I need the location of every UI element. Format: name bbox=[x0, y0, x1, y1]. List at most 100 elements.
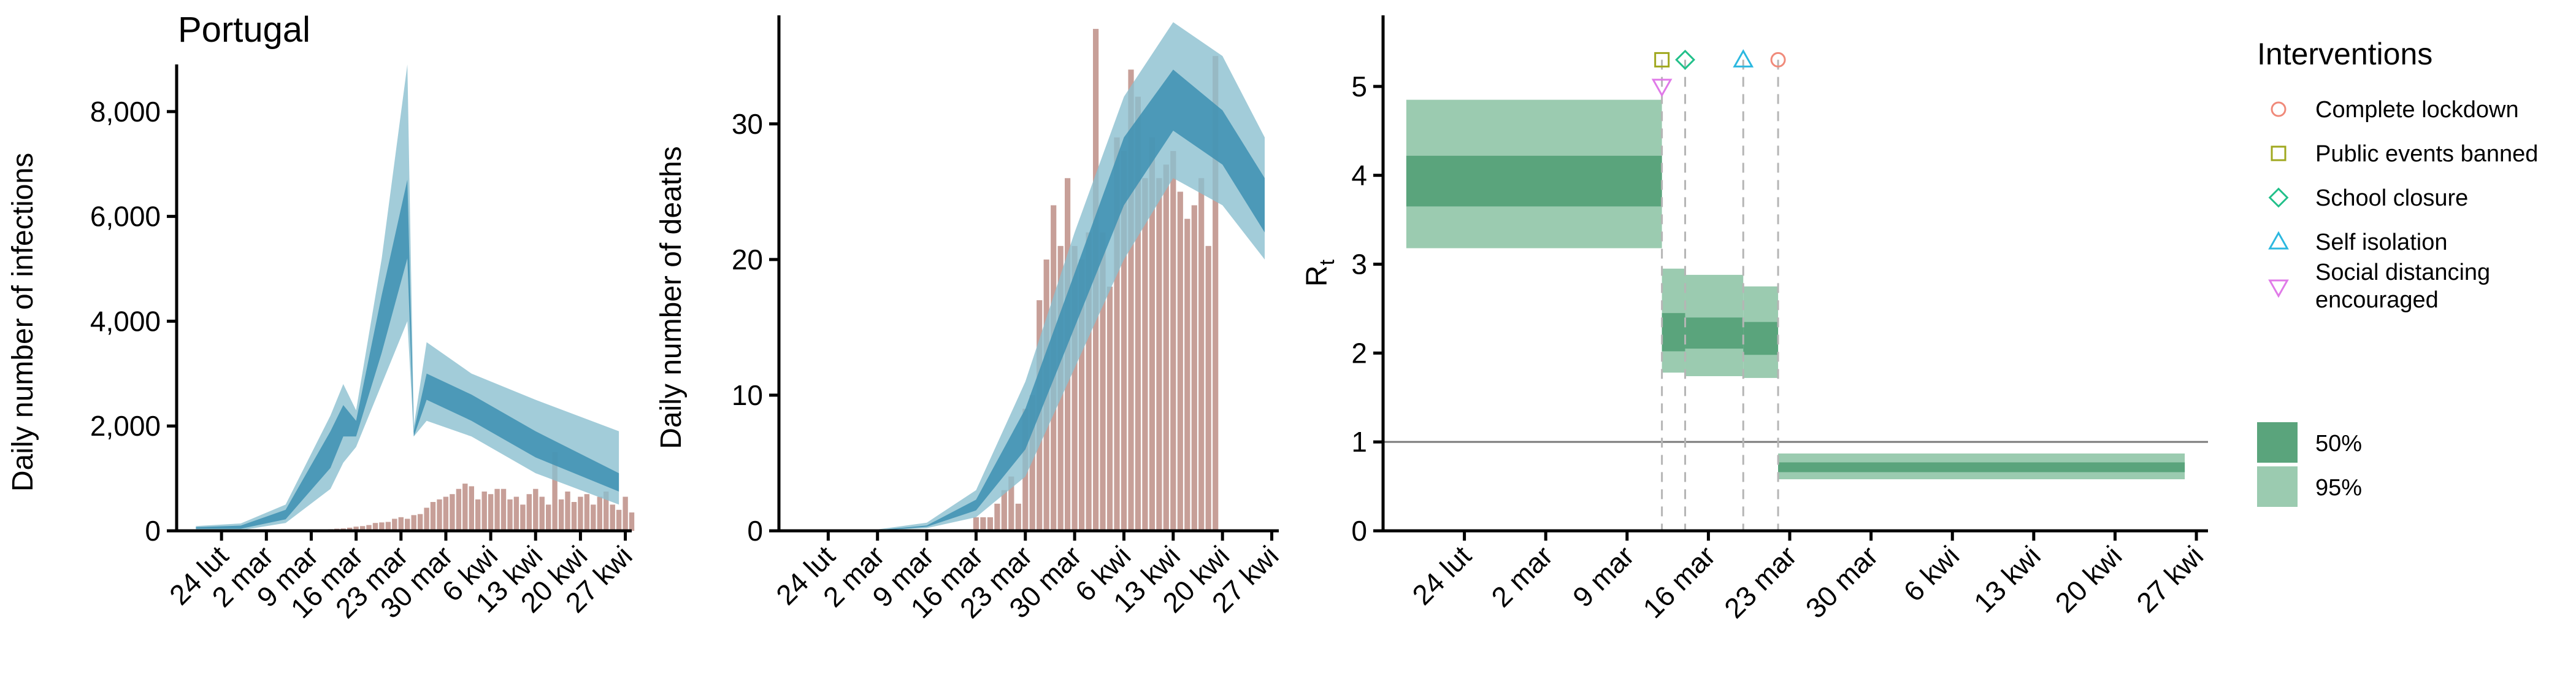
bar bbox=[526, 494, 532, 531]
legend-marker bbox=[2271, 101, 2287, 117]
x-tick-label: 23 mar bbox=[1718, 539, 1803, 624]
y-tick-label: 30 bbox=[732, 108, 763, 140]
legend-item-label: Complete lockdown bbox=[2315, 97, 2519, 123]
bar bbox=[430, 502, 436, 531]
bar bbox=[1191, 205, 1197, 531]
bar bbox=[1170, 151, 1176, 531]
y-tick-label: 6,000 bbox=[90, 201, 161, 233]
bar bbox=[469, 486, 474, 531]
y-axis-label: Daily number of infections bbox=[7, 153, 39, 492]
bar bbox=[385, 522, 391, 531]
bar bbox=[366, 525, 372, 531]
bar bbox=[353, 527, 359, 531]
bar bbox=[405, 519, 410, 531]
bar bbox=[372, 523, 378, 531]
bar bbox=[1213, 56, 1219, 531]
bar bbox=[1029, 395, 1035, 531]
bar bbox=[1205, 245, 1211, 531]
bar bbox=[616, 509, 622, 531]
bar bbox=[1128, 69, 1134, 531]
legend-swatch bbox=[2257, 466, 2298, 507]
bar bbox=[1177, 191, 1183, 531]
bar bbox=[1079, 259, 1085, 531]
bar bbox=[1198, 178, 1205, 531]
x-tick-label: 13 kwi bbox=[1968, 539, 2047, 619]
bar bbox=[1149, 137, 1155, 531]
bar bbox=[462, 484, 468, 531]
bar bbox=[994, 503, 1000, 531]
bar bbox=[980, 517, 986, 531]
bar bbox=[417, 514, 423, 531]
panel-title: Portugal bbox=[178, 10, 310, 50]
rt-band-50 bbox=[1685, 317, 1744, 349]
legend-band-label: 50% bbox=[2315, 431, 2362, 457]
bar bbox=[494, 488, 500, 531]
bar bbox=[546, 504, 551, 531]
bar bbox=[578, 496, 583, 531]
y-tick-label: 2 bbox=[1351, 337, 1367, 369]
y-axis-label-subscript: t bbox=[1316, 259, 1339, 265]
bar bbox=[1015, 503, 1021, 531]
x-tick-label: 16 mar bbox=[1636, 539, 1721, 624]
y-tick-label: 8,000 bbox=[90, 96, 161, 128]
x-tick-label: 27 kwi bbox=[2130, 539, 2209, 619]
y-tick-label: 4,000 bbox=[90, 305, 161, 337]
y-tick-label: 1 bbox=[1351, 426, 1367, 458]
rt-band-50 bbox=[1662, 313, 1685, 352]
x-tick-label: 24 lut bbox=[1406, 539, 1477, 611]
bar bbox=[973, 517, 979, 531]
legend-band-label: 95% bbox=[2315, 475, 2362, 501]
bar bbox=[347, 527, 353, 531]
bar bbox=[1135, 96, 1141, 531]
legend-marker bbox=[2271, 145, 2287, 161]
y-tick-label: 10 bbox=[732, 379, 763, 411]
bar bbox=[987, 517, 993, 531]
bar bbox=[456, 488, 462, 531]
bar bbox=[488, 494, 494, 531]
intervention-marker bbox=[1675, 49, 1695, 70]
rt-band-50 bbox=[1778, 462, 2185, 473]
rt-band-50 bbox=[1406, 155, 1662, 207]
bar bbox=[539, 496, 545, 531]
bar bbox=[533, 488, 539, 531]
bar bbox=[1086, 232, 1092, 531]
bar bbox=[591, 504, 596, 531]
y-tick-label: 3 bbox=[1351, 249, 1367, 280]
bar bbox=[411, 515, 416, 531]
bar bbox=[1163, 164, 1169, 531]
bar bbox=[604, 492, 609, 531]
y-tick-label: 5 bbox=[1351, 71, 1367, 102]
x-tick-label: 20 kwi bbox=[2049, 539, 2128, 619]
legend-item-label: Public events banned bbox=[2315, 141, 2538, 167]
bar bbox=[1008, 476, 1014, 531]
bar bbox=[565, 492, 570, 531]
legend-item-label: School closure bbox=[2315, 185, 2468, 211]
intervention-marker bbox=[1654, 52, 1670, 68]
intervention-marker bbox=[1651, 79, 1673, 98]
bar bbox=[571, 502, 577, 531]
bar bbox=[1156, 178, 1162, 531]
bar bbox=[629, 512, 635, 531]
y-tick-label: 0 bbox=[1351, 515, 1367, 547]
band-50 bbox=[842, 69, 1265, 531]
y-tick-label: 2,000 bbox=[90, 410, 161, 442]
interventions-legend: Interventions Complete lockdown Public eve… bbox=[2257, 37, 2538, 507]
bar bbox=[392, 519, 397, 531]
x-tick-label: 6 kwi bbox=[1897, 539, 1965, 608]
y-tick-label: 20 bbox=[732, 244, 763, 276]
bar bbox=[1114, 137, 1120, 531]
y-axis-label: Rt bbox=[1301, 259, 1339, 287]
y-tick-label: 0 bbox=[747, 515, 763, 547]
legend-swatch bbox=[2257, 422, 2298, 463]
intervention-marker bbox=[1770, 52, 1786, 68]
bar bbox=[1184, 218, 1190, 531]
x-tick-label: 2 mar bbox=[1485, 539, 1558, 613]
x-tick-label: 30 mar bbox=[1800, 539, 1884, 624]
bar bbox=[520, 504, 526, 531]
bar bbox=[443, 496, 449, 531]
bar bbox=[552, 452, 558, 531]
bar bbox=[1121, 151, 1127, 531]
legend-marker bbox=[2268, 187, 2289, 208]
